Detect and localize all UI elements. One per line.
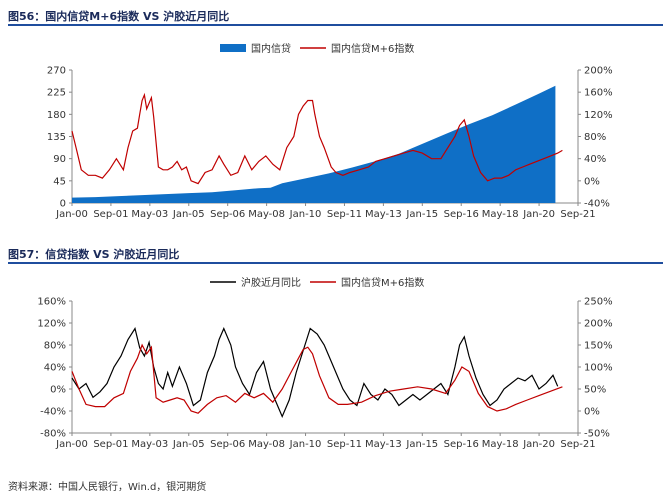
chart-credit-vs-credit-index: 0 45 90 135 180 225 270 -40% 0% 40% 80% 120% 160% 200… — [47, 42, 613, 220]
right-tick-label: 0% — [584, 176, 600, 187]
x-tick-label: May-18 — [482, 209, 519, 220]
right-tick-label: 80% — [584, 132, 606, 143]
left-tick-label: -80% — [40, 429, 66, 440]
left-tick-label: 225 — [47, 88, 66, 99]
x-tick-label: Jan-00 — [55, 209, 88, 220]
figure1-title: 图56：国内信贷M+6指数 VS 沪胶近月同比 — [8, 10, 230, 23]
right-tick-label: 120% — [584, 110, 613, 121]
series-1-line — [71, 326, 559, 419]
legend-label: 沪胶近月同比 — [241, 276, 301, 289]
x-tick-label: Sep-11 — [327, 209, 362, 220]
x-tick-label: Sep-21 — [560, 209, 595, 220]
x-tick-label: May-08 — [248, 209, 285, 220]
x-tick-label: Sep-01 — [93, 209, 128, 220]
left-tick-label: 160% — [37, 297, 66, 308]
x-tick-label: May-08 — [248, 439, 285, 450]
x-tick-label: Sep-06 — [210, 209, 245, 220]
series-2-line — [71, 343, 563, 414]
right-tick-label: 150% — [584, 341, 613, 352]
left-tick-label: 120% — [37, 319, 66, 330]
x-tick-label: May-03 — [131, 439, 168, 450]
right-tick-label: 250% — [584, 297, 613, 308]
right-tick-label: 200% — [584, 66, 613, 77]
left-tick-label: 0 — [60, 199, 66, 210]
x-tick-label: May-13 — [365, 209, 402, 220]
left-tick-label: 270 — [47, 66, 66, 77]
legend-label: 国内信贷 — [251, 42, 291, 55]
x-tick-label: Jan-10 — [289, 209, 322, 220]
chart-credit-index-vs-rubber-yoy: -80% -40% 0% 40% 80% 120% 160% -50% 0% 50% 100% 150… — [37, 276, 613, 450]
left-tick-label: 45 — [53, 176, 66, 187]
left-tick-label: 80% — [44, 341, 66, 352]
right-tick-label: -50% — [584, 429, 610, 440]
right-tick-label: -40% — [584, 199, 610, 210]
x-tick-label: Jan-15 — [405, 209, 438, 220]
x-tick-label: Jan-20 — [522, 209, 555, 220]
x-tick-label: Jan-20 — [522, 439, 555, 450]
x-tick-label: Jan-15 — [405, 439, 438, 450]
right-tick-label: 160% — [584, 88, 613, 99]
x-tick-label: Sep-21 — [560, 439, 595, 450]
x-tick-label: Jan-00 — [55, 439, 88, 450]
x-tick-label: May-18 — [482, 439, 519, 450]
source-note: 资料来源：中国人民银行，Win.d，银河期货 — [8, 482, 207, 493]
left-tick-label: 90 — [53, 154, 66, 165]
right-tick-label: 0% — [584, 407, 600, 418]
legend-swatch-area — [220, 44, 246, 52]
right-tick-label: 200% — [584, 319, 613, 330]
x-tick-label: Sep-01 — [93, 439, 128, 450]
legend-label: 国内信贷M+6指数 — [341, 276, 424, 289]
left-tick-label: 40% — [44, 363, 66, 374]
right-tick-label: 50% — [584, 385, 606, 396]
figure2-title-rule — [8, 262, 663, 264]
left-tick-label: 180 — [47, 110, 66, 121]
x-tick-label: Sep-11 — [327, 439, 362, 450]
x-tick-label: Jan-05 — [172, 209, 205, 220]
series-2-line — [71, 92, 563, 185]
legend-label: 国内信贷M+6指数 — [331, 42, 414, 55]
right-tick-label: 100% — [584, 363, 613, 374]
x-tick-label: Jan-10 — [289, 439, 322, 450]
x-tick-label: Sep-16 — [444, 209, 479, 220]
x-tick-label: May-03 — [131, 209, 168, 220]
left-tick-label: 0% — [50, 385, 66, 396]
x-tick-label: Sep-16 — [444, 439, 479, 450]
x-tick-label: Sep-06 — [210, 439, 245, 450]
x-tick-label: May-13 — [365, 439, 402, 450]
x-tick-label: Jan-05 — [172, 439, 205, 450]
right-tick-label: 40% — [584, 154, 606, 165]
figure1-title-rule — [8, 24, 663, 26]
series-1-area — [72, 85, 556, 203]
left-tick-label: -40% — [40, 407, 66, 418]
figure2-title: 图57：信贷指数 VS 沪胶近月同比 — [8, 248, 180, 261]
left-tick-label: 135 — [47, 132, 66, 143]
